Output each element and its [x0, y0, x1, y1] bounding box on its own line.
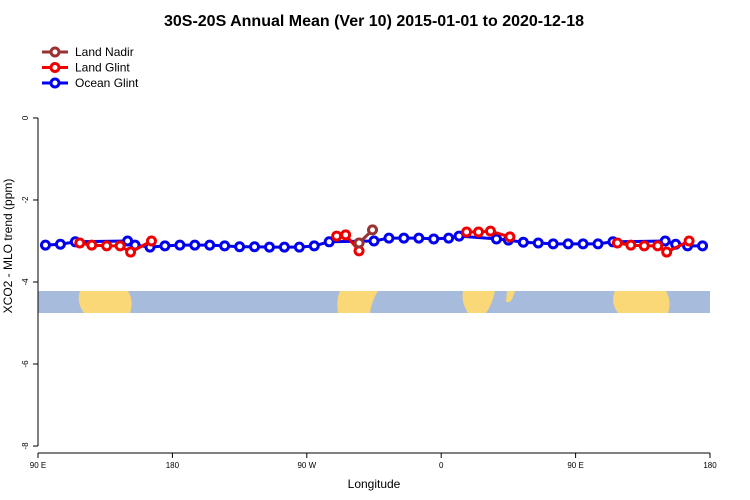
land-patch — [613, 291, 670, 313]
map-strip — [38, 291, 710, 313]
point — [101, 240, 113, 252]
point — [293, 241, 305, 253]
point — [652, 240, 664, 252]
legend-label: Land Nadir — [75, 45, 134, 59]
x-axis-label: Longitude — [348, 477, 401, 491]
y-tick-label: 0 — [21, 115, 30, 120]
x-tick-label: 180 — [703, 461, 717, 470]
point — [413, 232, 425, 244]
point — [234, 241, 246, 253]
point — [159, 240, 171, 252]
y-tick-label: -2 — [21, 196, 30, 204]
legend-marker — [49, 62, 61, 73]
point — [86, 239, 98, 251]
x-tick-label: 90 W — [297, 461, 316, 470]
point — [125, 246, 137, 258]
point — [428, 233, 440, 245]
point — [308, 240, 320, 252]
point — [189, 239, 201, 251]
point — [638, 240, 650, 252]
point — [697, 240, 709, 252]
point — [661, 246, 673, 258]
point — [353, 237, 365, 249]
point — [398, 232, 410, 244]
point — [174, 239, 186, 251]
y-tick-label: -6 — [21, 360, 30, 368]
point — [490, 233, 502, 245]
point — [340, 229, 352, 241]
point — [562, 238, 574, 250]
point — [278, 241, 290, 253]
point — [263, 241, 275, 253]
point — [219, 240, 231, 252]
legend-label: Land Glint — [75, 61, 130, 75]
point — [659, 235, 671, 247]
x-tick-label: 180 — [166, 461, 180, 470]
y-tick-label: -4 — [21, 278, 30, 286]
point — [204, 239, 216, 251]
land-patch — [78, 291, 132, 313]
point — [611, 237, 623, 249]
land-patch — [462, 291, 495, 313]
ocean-strip — [38, 291, 710, 313]
point — [114, 240, 126, 252]
point — [367, 224, 379, 236]
y-axis-label: XCO2 - MLO trend (ppm) — [1, 179, 15, 314]
point — [323, 236, 335, 248]
point — [331, 230, 343, 242]
point — [54, 238, 66, 250]
point — [74, 237, 86, 249]
point — [547, 238, 559, 250]
point — [625, 239, 637, 251]
legend-label: Ocean Glint — [75, 76, 139, 90]
y-tick-label: -8 — [21, 442, 30, 450]
land-patch — [506, 291, 515, 302]
point — [145, 235, 157, 247]
point — [473, 226, 485, 238]
point — [249, 241, 261, 253]
legend-marker — [49, 77, 61, 89]
point — [443, 232, 455, 244]
chart-title: 30S-20S Annual Mean (Ver 10) 2015-01-01 … — [164, 13, 584, 30]
point — [517, 236, 529, 248]
point — [592, 238, 604, 250]
point — [484, 225, 496, 237]
land-patch — [337, 291, 378, 313]
point — [683, 235, 695, 247]
x-tick-label: 90 E — [567, 461, 583, 470]
point — [577, 238, 589, 250]
x-tick-label: 90 E — [30, 461, 46, 470]
point — [461, 226, 473, 238]
point — [39, 239, 51, 251]
point — [368, 235, 380, 247]
x-tick-label: 0 — [439, 461, 444, 470]
legend-marker — [49, 46, 61, 58]
point — [504, 231, 516, 243]
point — [383, 232, 395, 244]
point — [532, 237, 544, 249]
